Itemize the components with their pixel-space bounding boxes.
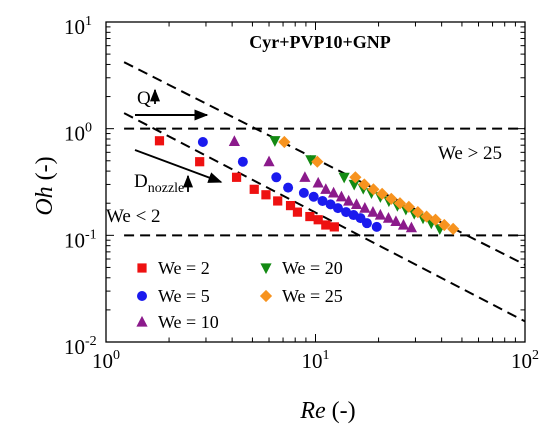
chart-title: Cyr+PVP10+GNP	[249, 32, 391, 52]
annotation-d-nozzle: Dnozzle	[134, 171, 184, 196]
data-point	[402, 200, 415, 213]
legend-marker	[137, 263, 147, 273]
legend-marker	[260, 263, 272, 275]
data-point	[261, 190, 271, 200]
data-point	[298, 187, 309, 198]
y-tick-label: 10-2	[64, 334, 97, 359]
data-point	[349, 171, 362, 184]
data-point	[338, 172, 350, 184]
data-point	[393, 197, 407, 210]
series-4	[278, 135, 460, 235]
legend-label: We = 10	[158, 312, 219, 332]
series-2	[228, 135, 418, 233]
data-point	[317, 195, 328, 206]
data-point	[332, 203, 343, 214]
data-point	[249, 184, 259, 194]
data-point	[335, 190, 348, 202]
data-point	[447, 222, 460, 235]
data-point	[299, 171, 311, 182]
reference-line	[123, 112, 526, 323]
data-point	[382, 212, 395, 223]
data-point	[278, 135, 291, 149]
data-point	[321, 220, 331, 230]
reference-lines	[123, 61, 526, 323]
data-markers	[154, 135, 460, 235]
data-point	[350, 198, 363, 209]
y-axis-label: Oh(-)	[32, 156, 58, 215]
legend-label: We = 5	[158, 286, 210, 306]
data-point	[231, 172, 242, 182]
data-point	[429, 213, 442, 226]
y-tick-label: 100	[64, 121, 92, 146]
x-tick-label: 100	[92, 348, 120, 373]
data-point	[154, 136, 165, 146]
data-point	[313, 215, 323, 225]
data-point	[305, 211, 315, 222]
annotation-we-lt-2: We < 2	[106, 206, 161, 227]
data-point	[361, 218, 372, 229]
data-point	[320, 183, 332, 194]
data-point	[438, 218, 451, 232]
data-point	[237, 156, 248, 167]
data-point	[311, 155, 324, 168]
legend-label: We = 20	[282, 258, 343, 278]
data-point	[283, 182, 294, 193]
data-point	[269, 136, 281, 147]
x-tick-label: 101	[302, 348, 330, 373]
data-point	[329, 222, 339, 232]
annotation-q: Q	[137, 88, 151, 109]
series-0	[154, 136, 339, 232]
data-point	[343, 194, 355, 206]
data-point	[228, 135, 240, 146]
legend: We = 2 We = 5 We = 10 We = 20 We = 25	[136, 258, 343, 332]
data-point	[367, 183, 380, 196]
y-tick-label: 10-1	[64, 227, 97, 252]
data-point	[376, 187, 389, 200]
data-point	[305, 155, 317, 166]
data-point	[292, 207, 303, 217]
annotation-we-gt-25: We > 25	[438, 143, 502, 164]
data-point	[327, 186, 340, 198]
data-point	[271, 172, 282, 183]
legend-label: We = 2	[158, 258, 210, 278]
data-point	[263, 155, 275, 167]
data-point	[390, 215, 402, 227]
data-point	[308, 191, 319, 202]
data-point	[325, 199, 336, 210]
data-point	[371, 221, 382, 232]
legend-label: We = 25	[282, 286, 343, 306]
data-point	[312, 176, 324, 188]
data-point	[197, 136, 208, 147]
data-point	[411, 206, 424, 219]
annotation-arrows	[134, 88, 223, 192]
axis-ticks	[105, 21, 526, 343]
legend-marker	[136, 315, 148, 327]
data-point	[348, 179, 360, 191]
data-point	[358, 178, 371, 191]
legend-marker	[137, 291, 147, 301]
arrow-d-nozzle-direction	[134, 149, 223, 183]
data-point	[405, 221, 418, 233]
y-tick-label: 101	[64, 14, 92, 39]
data-point	[367, 206, 379, 217]
data-point	[195, 157, 205, 167]
tick-labels: 100 101 102 10-2 10-1 100 101	[64, 14, 539, 373]
data-point	[273, 196, 283, 206]
reference-line	[123, 61, 526, 266]
data-point	[285, 200, 296, 211]
x-axis-label: Re (-)	[299, 398, 355, 424]
data-point	[397, 218, 410, 230]
series-1	[197, 136, 382, 232]
x-tick-label: 102	[511, 348, 539, 373]
legend-marker	[259, 289, 273, 303]
data-point	[385, 192, 398, 205]
data-point	[374, 208, 386, 220]
data-point	[359, 202, 371, 213]
